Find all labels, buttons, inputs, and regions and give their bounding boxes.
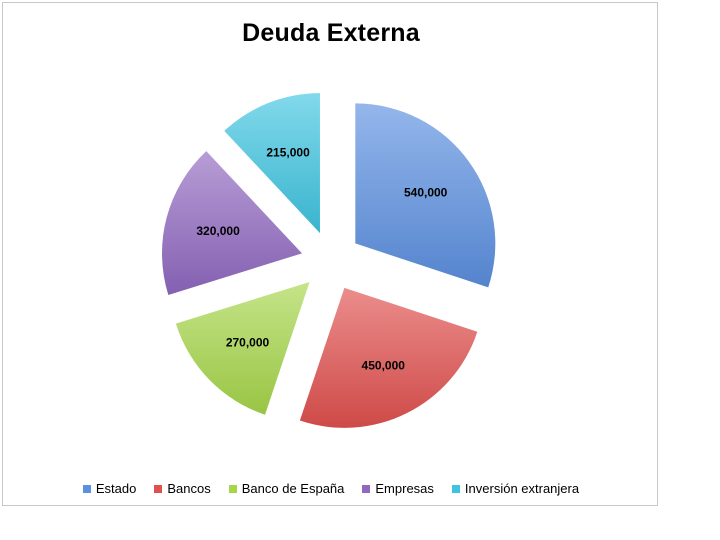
legend-swatch: [451, 484, 460, 493]
legend-swatch: [228, 484, 237, 493]
data-label: 270,000: [226, 336, 270, 350]
pie-slice-bancos: [299, 287, 478, 428]
chart-area: Deuda Externa 540,000 450,000 270,000 320,0…: [2, 2, 658, 506]
legend-item: Empresas: [362, 481, 434, 496]
legend-swatch: [362, 484, 371, 493]
data-label: 540,000: [404, 186, 448, 200]
chart-title: Deuda Externa: [242, 19, 420, 47]
legend-item: Banco de España: [228, 481, 345, 496]
legend-label: Banco de España: [241, 481, 345, 496]
legend-item: Bancos: [154, 481, 211, 496]
pie-slice-inversi-n-extranjera: [224, 93, 320, 234]
pie-slice-estado: [355, 103, 496, 288]
data-label: 450,000: [362, 358, 406, 372]
legend-label: Empresas: [375, 481, 434, 496]
legend-label: Bancos: [167, 481, 211, 496]
pie-slice-empresas: [161, 151, 302, 295]
legend-swatch: [154, 484, 163, 493]
data-label: 215,000: [266, 145, 310, 159]
data-label: 320,000: [196, 224, 240, 238]
legend-item: Inversión extranjera: [451, 481, 580, 496]
legend-label: Estado: [95, 481, 137, 496]
pie-chart: 540,000 450,000 270,000 320,000 215,000: [161, 93, 496, 428]
legend-label: Inversión extranjera: [464, 481, 580, 496]
pie-slice-banco-de-espa-a: [175, 281, 310, 415]
legend: Estado Bancos Banco de España Empresas Inver…: [3, 481, 659, 496]
legend-swatch: [82, 484, 91, 493]
legend-item: Estado: [82, 481, 137, 496]
